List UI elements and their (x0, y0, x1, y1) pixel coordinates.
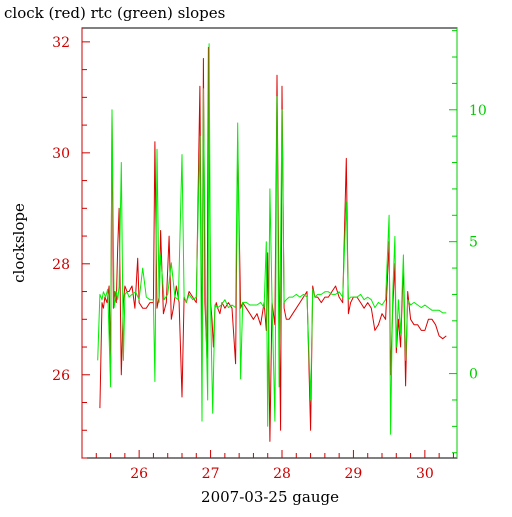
chart-title: clock (red) rtc (green) slopes (4, 4, 225, 22)
left-tick-label: 28 (52, 257, 70, 273)
bottom-tick-label: 28 (273, 466, 291, 482)
bottom-tick-label: 27 (202, 466, 220, 482)
right-tick-label: 10 (469, 103, 487, 119)
right-tick-label: 5 (469, 235, 478, 251)
right-tick-label: 0 (469, 367, 478, 383)
series-line-1 (97, 43, 447, 435)
axis-layer: 26 28 30 32 0 5 10 26 27 28 29 30 (52, 28, 487, 482)
bottom-tick-label: 30 (416, 466, 434, 482)
series-layer (97, 43, 447, 442)
bottom-tick-label: 26 (130, 466, 148, 482)
left-tick-label: 26 (52, 368, 70, 384)
left-tick-label: 30 (52, 146, 70, 162)
bottom-tick-label: 29 (345, 466, 363, 482)
x-axis-label: 2007-03-25 gauge (201, 488, 339, 506)
left-tick-label: 32 (52, 35, 70, 51)
y-axis-label: clockslope (10, 203, 28, 283)
series-line-0 (99, 46, 447, 442)
